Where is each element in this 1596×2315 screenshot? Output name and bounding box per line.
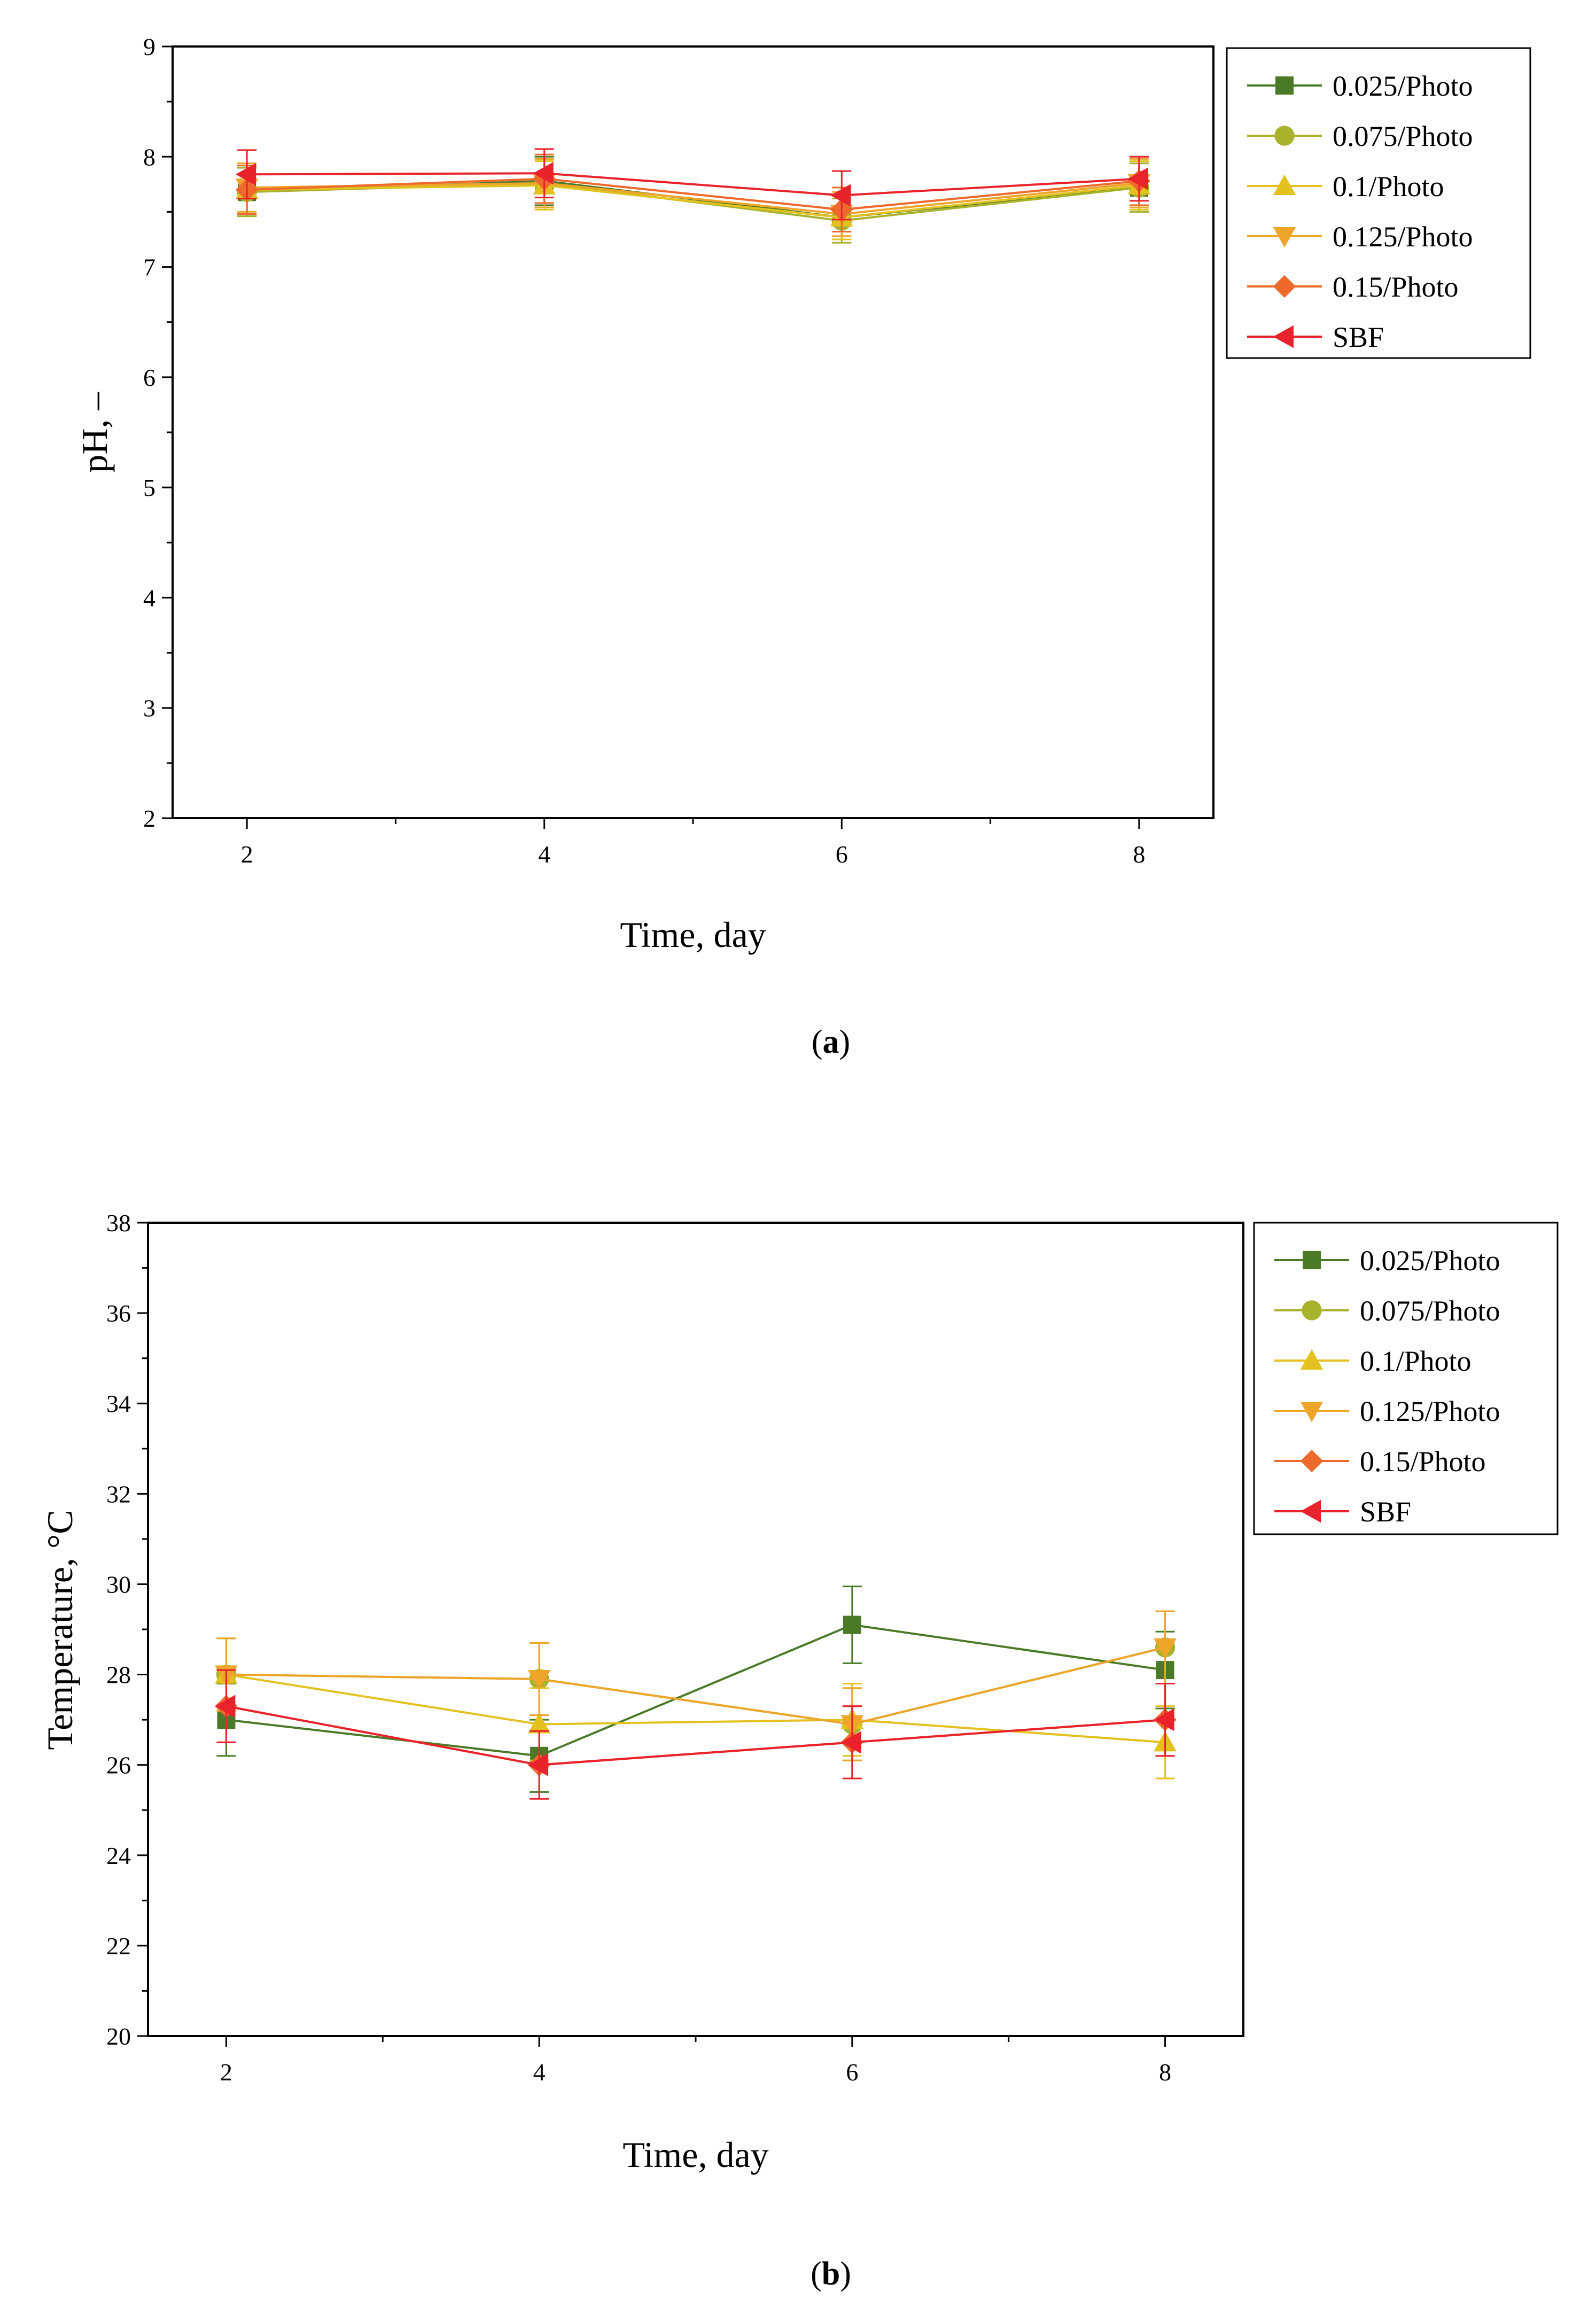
series-sbf bbox=[215, 1669, 1175, 1800]
chart-panel-a: 2 3 4 5 6 7 8 9 2 4 6 8 pH, – Time, day (a) 0.025/Photo… bbox=[74, 33, 1531, 1060]
legend-marker bbox=[1300, 1402, 1323, 1423]
series-0-125-photo bbox=[235, 158, 1151, 237]
series-line bbox=[247, 184, 1140, 219]
y-tick-label: 36 bbox=[106, 1300, 131, 1327]
series-0-15-photo bbox=[235, 153, 1151, 233]
data-point bbox=[1127, 167, 1148, 190]
series-line bbox=[226, 1646, 1166, 1726]
x-tick-label: 4 bbox=[533, 2058, 546, 2086]
x-tick-label: 2 bbox=[220, 2058, 232, 2086]
data-point bbox=[235, 163, 256, 186]
data-point bbox=[527, 1670, 551, 1691]
legend-marker bbox=[1300, 1500, 1321, 1523]
legend-label: 0.15/Photo bbox=[1333, 271, 1459, 303]
legend-box bbox=[1253, 1222, 1559, 1535]
x-axis-title: Time, day bbox=[620, 914, 766, 955]
series-line bbox=[247, 182, 1140, 215]
series-line bbox=[247, 177, 1140, 211]
legend: 0.025/Photo 0.075/Photo 0.1/Photo 0.125/Pho… bbox=[1253, 1222, 1559, 1535]
plot-frame bbox=[147, 1222, 1244, 2037]
data-point bbox=[215, 1695, 236, 1718]
series-sbf bbox=[235, 148, 1149, 221]
data-point bbox=[840, 1731, 861, 1754]
x-axis-title: Time, day bbox=[622, 2134, 768, 2175]
legend-label: 0.125/Photo bbox=[1333, 221, 1473, 253]
legend-label: SBF bbox=[1360, 1496, 1411, 1528]
panel-caption: (a) bbox=[812, 1024, 850, 1060]
x-tick-label: 2 bbox=[241, 841, 253, 868]
legend-marker bbox=[1273, 174, 1296, 195]
y-tick-label: 4 bbox=[143, 584, 155, 611]
data-point bbox=[1154, 1708, 1174, 1731]
legend-marker bbox=[1273, 275, 1296, 298]
legend-marker bbox=[1275, 76, 1294, 95]
series-line bbox=[226, 1646, 1166, 1726]
series-0-075-photo bbox=[216, 1610, 1175, 1761]
legend-label: 0.075/Photo bbox=[1333, 120, 1473, 152]
caption-paren: ( bbox=[812, 1024, 823, 1060]
y-tick-label: 5 bbox=[143, 474, 155, 501]
caption-paren: ( bbox=[811, 2256, 822, 2292]
legend-label: 0.1/Photo bbox=[1333, 170, 1444, 203]
legend-marker bbox=[1300, 1349, 1323, 1370]
y-tick-label: 8 bbox=[143, 143, 155, 170]
x-tick-label: 6 bbox=[846, 2058, 858, 2086]
series-line bbox=[226, 1705, 1165, 1766]
y-tick-label: 20 bbox=[106, 2023, 131, 2050]
legend-marker bbox=[1300, 1449, 1323, 1473]
legend-label: 0.025/Photo bbox=[1360, 1245, 1500, 1277]
series-line bbox=[247, 172, 1139, 197]
caption-letter: b bbox=[822, 2256, 840, 2292]
legend-label: SBF bbox=[1333, 321, 1384, 353]
y-tick-label: 30 bbox=[106, 1571, 131, 1598]
legend-marker bbox=[1274, 126, 1295, 146]
y-tick-label: 32 bbox=[106, 1480, 131, 1508]
legend-label: 0.15/Photo bbox=[1360, 1446, 1486, 1478]
plot-frame bbox=[172, 45, 1214, 819]
legend-marker bbox=[1303, 1251, 1321, 1269]
y-tick-label: 34 bbox=[106, 1390, 131, 1417]
x-tick-label: 8 bbox=[1159, 2058, 1171, 2086]
x-tick-label: 6 bbox=[836, 841, 848, 868]
legend-label: 0.025/Photo bbox=[1333, 70, 1473, 102]
caption-paren: ) bbox=[839, 1024, 851, 1060]
caption-paren: ) bbox=[840, 2256, 851, 2292]
data-point bbox=[527, 1753, 549, 1776]
y-tick-label: 22 bbox=[106, 1932, 131, 1960]
data-point bbox=[1154, 1638, 1177, 1659]
series-0-025-photo bbox=[216, 1586, 1175, 1793]
x-tick-label: 4 bbox=[538, 841, 550, 868]
series-line bbox=[226, 1623, 1165, 1757]
y-tick-label: 6 bbox=[143, 364, 155, 391]
legend: 0.025/Photo 0.075/Photo 0.1/Photo 0.125/Pho… bbox=[1226, 47, 1531, 359]
legend-marker bbox=[1302, 1300, 1322, 1320]
y-tick-label: 38 bbox=[106, 1209, 131, 1237]
y-tick-label: 2 bbox=[143, 805, 155, 832]
series-0-1-photo bbox=[215, 1637, 1177, 1780]
y-tick-label: 28 bbox=[106, 1661, 131, 1689]
x-tick-label: 8 bbox=[1133, 841, 1145, 868]
y-axis-title: Temperature, °C bbox=[40, 1510, 80, 1750]
legend-label: 0.125/Photo bbox=[1360, 1395, 1500, 1427]
y-tick-label: 9 bbox=[143, 33, 155, 60]
y-tick-label: 3 bbox=[143, 695, 155, 722]
caption-letter: a bbox=[823, 1024, 839, 1060]
legend-box bbox=[1226, 47, 1531, 359]
data-point bbox=[843, 1615, 861, 1634]
legend-marker bbox=[1273, 227, 1296, 248]
y-axis-title: pH, – bbox=[74, 391, 115, 472]
panel-caption: (b) bbox=[811, 2256, 851, 2292]
legend-marker bbox=[1273, 325, 1294, 348]
y-tick-label: 26 bbox=[106, 1752, 131, 1779]
y-tick-label: 24 bbox=[106, 1842, 131, 1869]
legend-label: 0.075/Photo bbox=[1360, 1295, 1500, 1327]
series-0-125-photo bbox=[215, 1610, 1177, 1761]
data-point bbox=[830, 184, 851, 207]
data-point bbox=[533, 161, 554, 185]
data-point bbox=[527, 1713, 551, 1734]
y-tick-label: 7 bbox=[143, 254, 155, 281]
legend-label: 0.1/Photo bbox=[1360, 1345, 1472, 1377]
